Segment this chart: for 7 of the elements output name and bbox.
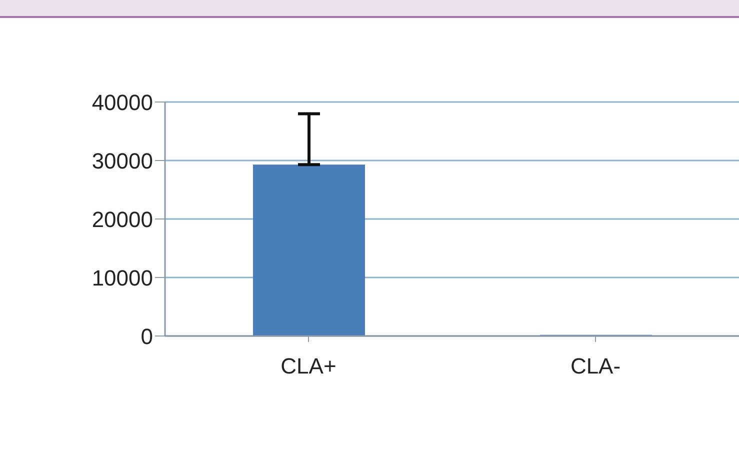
y-tick-label: 40000 xyxy=(92,90,153,115)
y-tick-label: 0 xyxy=(140,324,153,349)
x-tick-label: CLA- xyxy=(570,354,621,379)
y-tick-label: 10000 xyxy=(92,265,153,290)
y-tick-label: 20000 xyxy=(92,206,153,232)
x-tick-label: CLA+ xyxy=(280,354,336,379)
y-tick-label: 30000 xyxy=(92,148,153,174)
